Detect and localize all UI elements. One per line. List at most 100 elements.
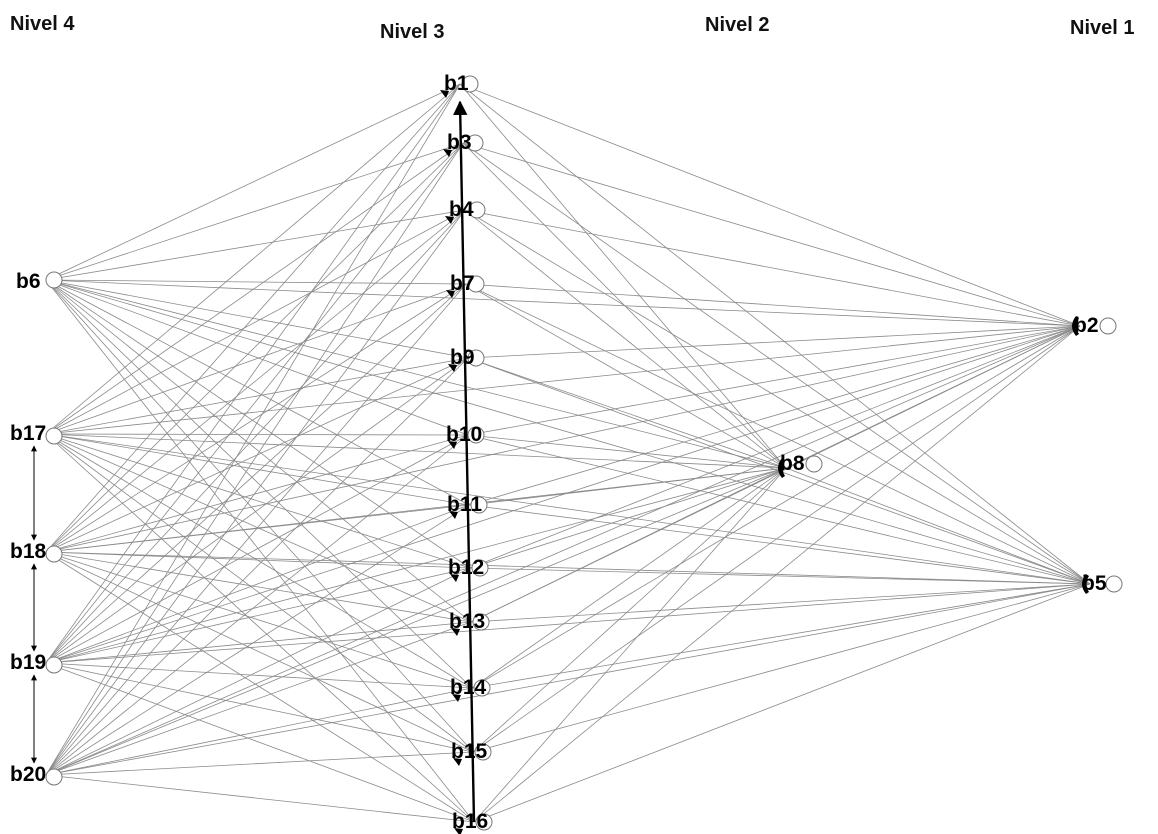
edge-b12-b8: [470, 468, 786, 568]
node-b4: b4: [449, 198, 485, 221]
node-label-b8: b8: [780, 452, 805, 475]
node-circle-b18: [46, 546, 62, 562]
edge-b4-b2: [465, 210, 1080, 326]
level-header-3: Nivel 3: [380, 21, 444, 43]
node-label-b19: b19: [10, 651, 46, 674]
edge-b3-b2: [463, 143, 1080, 326]
node-label-b1: b1: [444, 72, 469, 95]
edge-b6-b12: [46, 280, 470, 568]
edge-b20-b10: [46, 435, 468, 775]
edge-b20-b1: [46, 84, 460, 775]
edge-b18-b2: [46, 326, 1080, 552]
level-header-1: Nivel 1: [1070, 17, 1134, 39]
edge-b4-b8: [465, 210, 786, 468]
edge-b13-b5: [471, 584, 1090, 622]
node-label-b12: b12: [448, 556, 484, 579]
node-b17: b17: [10, 422, 62, 445]
node-b11: b11: [447, 493, 487, 516]
edges-layer: [46, 84, 1090, 822]
edge-b20-b12: [46, 568, 470, 775]
edge-b18-b13: [46, 552, 471, 622]
node-b7: b7: [450, 272, 484, 295]
edge-b19-b15: [46, 663, 473, 752]
node-label-b2: b2: [1074, 314, 1099, 337]
edge-b14-b5: [472, 584, 1090, 688]
node-b10: b10: [446, 423, 484, 446]
edge-b19-b8: [46, 468, 786, 663]
node-label-b10: b10: [446, 423, 482, 446]
level-header-4: Nivel 4: [10, 13, 75, 35]
level-headers: Nivel 4 Nivel 3 Nivel 2 Nivel 1: [10, 13, 1134, 43]
edge-b20-b9: [46, 358, 468, 775]
node-b3: b3: [447, 131, 483, 154]
node-b9: b9: [450, 346, 484, 369]
node-circle-b20: [46, 769, 62, 785]
node-circle-b8: [806, 456, 822, 472]
node-b5: b5: [1082, 572, 1122, 595]
node-label-b6: b6: [16, 270, 41, 293]
edge-b19-b5: [46, 584, 1090, 663]
edge-b17-b11: [46, 434, 469, 505]
edge-b6-b4: [46, 210, 465, 280]
node-circle-b6: [46, 272, 62, 288]
edge-b6-b16: [46, 280, 474, 822]
edge-b20-b11: [46, 505, 469, 775]
edge-b18-b3: [46, 143, 463, 552]
node-label-b16: b16: [452, 810, 488, 833]
edge-b8-b5: [786, 468, 1090, 584]
edge-b14-b8: [472, 468, 786, 688]
edge-b20-b3: [46, 143, 463, 775]
node-b13: b13: [449, 610, 489, 633]
node-b12: b12: [448, 556, 488, 579]
node-label-b18: b18: [10, 540, 47, 563]
edge-b19-b14: [46, 663, 472, 688]
edge-b17-b3: [46, 143, 463, 434]
edge-b6-b11: [46, 280, 469, 505]
node-b14: b14: [450, 676, 490, 699]
node-label-b17: b17: [10, 422, 46, 445]
edge-b6-b3: [46, 143, 463, 280]
edge-b19-b9: [46, 358, 468, 663]
edge-b3-b5: [463, 143, 1090, 584]
node-label-b13: b13: [449, 610, 485, 633]
edge-b16-b2: [474, 326, 1080, 822]
node-label-b9: b9: [450, 346, 475, 369]
node-b2: b2: [1074, 314, 1116, 337]
node-label-b4: b4: [449, 198, 474, 221]
edge-b19-b1: [46, 84, 460, 663]
edge-b6-b1: [46, 84, 460, 280]
edge-b20-b5: [46, 584, 1090, 775]
edge-b7-b8: [466, 284, 786, 468]
edge-b18-b5: [46, 552, 1090, 584]
node-b1: b1: [444, 72, 478, 95]
node-label-b7: b7: [450, 272, 475, 295]
edge-b6-b7: [46, 280, 466, 284]
node-circle-b17: [46, 428, 62, 444]
node-label-b15: b15: [451, 740, 488, 763]
node-circle-b19: [46, 657, 62, 673]
edge-b17-b1: [46, 84, 460, 434]
level-header-2: Nivel 2: [705, 14, 769, 36]
node-b8: b8: [780, 452, 822, 475]
edge-b20-b13: [46, 622, 471, 775]
node-label-b20: b20: [10, 763, 46, 786]
node-label-b11: b11: [447, 493, 482, 516]
edge-b20-b4: [46, 210, 465, 775]
node-circle-b2: [1100, 318, 1116, 334]
edge-b15-b2: [473, 326, 1080, 752]
node-b15: b15: [451, 740, 491, 763]
node-circle-b5: [1106, 576, 1122, 592]
edge-b6-b13: [46, 280, 471, 622]
edge-b1-b5: [460, 84, 1090, 584]
edge-b16-b5: [474, 584, 1090, 822]
edge-b6-b5: [46, 280, 1090, 584]
edge-b18-b1: [46, 84, 460, 552]
edge-b17-b4: [46, 210, 465, 434]
edge-b1-b8: [460, 84, 786, 468]
node-label-b3: b3: [447, 131, 472, 154]
node-b16: b16: [452, 810, 492, 833]
edge-b17-b14: [46, 434, 472, 688]
edge-b18-b10: [46, 435, 468, 552]
node-label-b5: b5: [1082, 572, 1107, 595]
